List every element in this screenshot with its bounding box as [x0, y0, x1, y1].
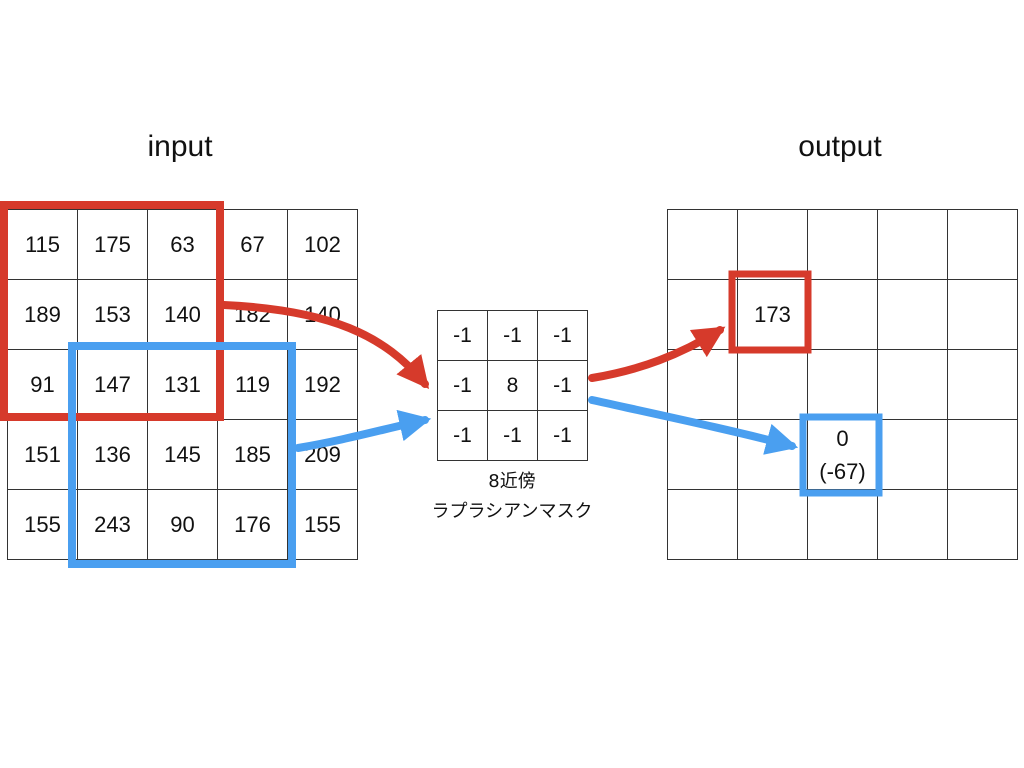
output-cell — [737, 349, 808, 420]
kernel-caption-line2: ラプラシアンマスク — [431, 501, 593, 522]
output-cell — [667, 209, 738, 280]
output-row: 173 — [667, 279, 1018, 350]
input-row: 155 243 90 176 155 — [7, 489, 358, 560]
output-cell — [877, 209, 948, 280]
output-row — [667, 209, 1018, 280]
input-row: 115 175 63 67 102 — [7, 209, 358, 280]
kernel-cell: 8 — [487, 360, 538, 411]
input-cell: 67 — [217, 209, 288, 280]
input-cell: 176 — [217, 489, 288, 560]
output-blue-value: 0 — [836, 425, 849, 451]
input-cell: 153 — [77, 279, 148, 350]
output-cell — [947, 489, 1018, 560]
input-cell: 115 — [7, 209, 78, 280]
output-cell — [947, 419, 1018, 490]
output-row: 0 (-67) — [667, 419, 1018, 490]
kernel-cell: -1 — [487, 410, 538, 461]
input-cell: 182 — [217, 279, 288, 350]
kernel-cell: -1 — [437, 410, 488, 461]
kernel-row: -1 8 -1 — [437, 360, 588, 411]
output-cell — [947, 279, 1018, 350]
output-cell — [667, 349, 738, 420]
kernel-cell: -1 — [537, 360, 588, 411]
output-cell-blue-result: 0 (-67) — [807, 419, 878, 490]
input-cell: 147 — [77, 349, 148, 420]
input-cell: 151 — [7, 419, 78, 490]
kernel-row: -1 -1 -1 — [437, 310, 588, 361]
output-cell-red-result: 173 — [737, 279, 808, 350]
kernel-cell: -1 — [537, 410, 588, 461]
output-cell — [947, 349, 1018, 420]
input-grid: 115 175 63 67 102 189 153 140 182 140 91… — [7, 209, 358, 560]
output-cell — [737, 489, 808, 560]
output-title: output — [798, 130, 882, 163]
input-cell: 140 — [287, 279, 358, 350]
input-row: 91 147 131 119 192 — [7, 349, 358, 420]
input-cell: 140 — [147, 279, 218, 350]
kernel-grid: -1 -1 -1 -1 8 -1 -1 -1 -1 — [437, 310, 588, 461]
kernel-cell: -1 — [437, 360, 488, 411]
input-cell: 90 — [147, 489, 218, 560]
input-row: 151 136 145 185 209 — [7, 419, 358, 490]
input-cell: 91 — [7, 349, 78, 420]
input-title: input — [147, 130, 213, 163]
input-cell: 155 — [287, 489, 358, 560]
input-cell: 136 — [77, 419, 148, 490]
kernel-row: -1 -1 -1 — [437, 410, 588, 461]
output-cell — [807, 209, 878, 280]
kernel-cell: -1 — [537, 310, 588, 361]
output-cell — [877, 489, 948, 560]
output-blue-raw: (-67) — [819, 458, 866, 484]
input-cell: 243 — [77, 489, 148, 560]
input-cell: 209 — [287, 419, 358, 490]
kernel-cell: -1 — [437, 310, 488, 361]
output-cell — [877, 279, 948, 350]
output-cell — [877, 349, 948, 420]
output-cell — [807, 349, 878, 420]
input-cell: 185 — [217, 419, 288, 490]
output-cell — [877, 419, 948, 490]
input-cell: 131 — [147, 349, 218, 420]
input-cell: 175 — [77, 209, 148, 280]
input-cell: 192 — [287, 349, 358, 420]
output-cell — [807, 489, 878, 560]
output-cell — [667, 279, 738, 350]
output-row — [667, 489, 1018, 560]
input-cell: 189 — [7, 279, 78, 350]
output-cell — [807, 279, 878, 350]
output-row — [667, 349, 1018, 420]
output-cell — [667, 419, 738, 490]
input-cell: 145 — [147, 419, 218, 490]
kernel-caption-line1: 8近傍 — [488, 471, 536, 492]
input-cell: 155 — [7, 489, 78, 560]
input-cell: 63 — [147, 209, 218, 280]
output-cell — [667, 489, 738, 560]
input-cell: 102 — [287, 209, 358, 280]
input-cell: 119 — [217, 349, 288, 420]
kernel-cell: -1 — [487, 310, 538, 361]
output-cell — [737, 419, 808, 490]
output-cell — [737, 209, 808, 280]
output-cell — [947, 209, 1018, 280]
input-row: 189 153 140 182 140 — [7, 279, 358, 350]
output-grid: 173 0 (-67) — [667, 209, 1018, 560]
